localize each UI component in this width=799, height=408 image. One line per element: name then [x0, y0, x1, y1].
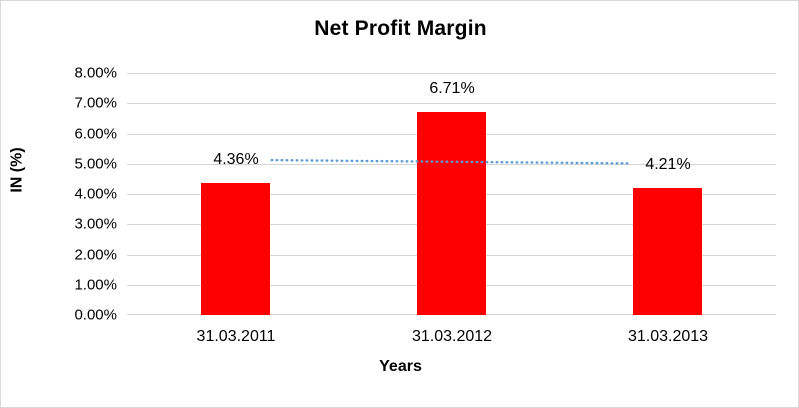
x-tick-label-31-03-2011: 31.03.2011 [196, 328, 276, 345]
x-tick-label-31-03-2013: 31.03.2013 [627, 328, 709, 345]
y-tick-label: 1.00% [74, 276, 117, 294]
x-axis-title: Years [379, 358, 422, 375]
y-tick-label: 0.00% [74, 306, 117, 324]
x-tick-label-31-03-2012: 31.03.2012 [411, 328, 493, 345]
y-tick-label: 6.00% [74, 125, 117, 143]
plot-area [127, 73, 776, 315]
y-axis: 8.00% 7.00% 6.00% 5.00% 4.00% 3.00% 2.00… [1, 1, 127, 407]
gridline [127, 73, 776, 74]
bar-31-03-2013[interactable] [633, 187, 703, 315]
y-tick-label: 2.00% [74, 246, 117, 264]
gridline [127, 103, 776, 104]
data-label-31-03-2011: 4.36% [213, 151, 259, 168]
chart-title: Net Profit Margin [314, 17, 487, 40]
bar-31-03-2011[interactable] [200, 183, 270, 315]
y-tick-label: 8.00% [74, 64, 117, 82]
y-tick-label: 7.00% [74, 94, 117, 112]
bar-31-03-2012[interactable] [417, 112, 486, 315]
data-label-31-03-2012: 6.71% [429, 80, 475, 97]
y-tick-label: 5.00% [74, 155, 117, 173]
y-axis-title: IN (%) [8, 147, 26, 193]
y-tick-label: 3.00% [74, 215, 117, 233]
y-tick-label: 4.00% [74, 185, 117, 203]
data-label-31-03-2013: 4.21% [645, 156, 691, 173]
